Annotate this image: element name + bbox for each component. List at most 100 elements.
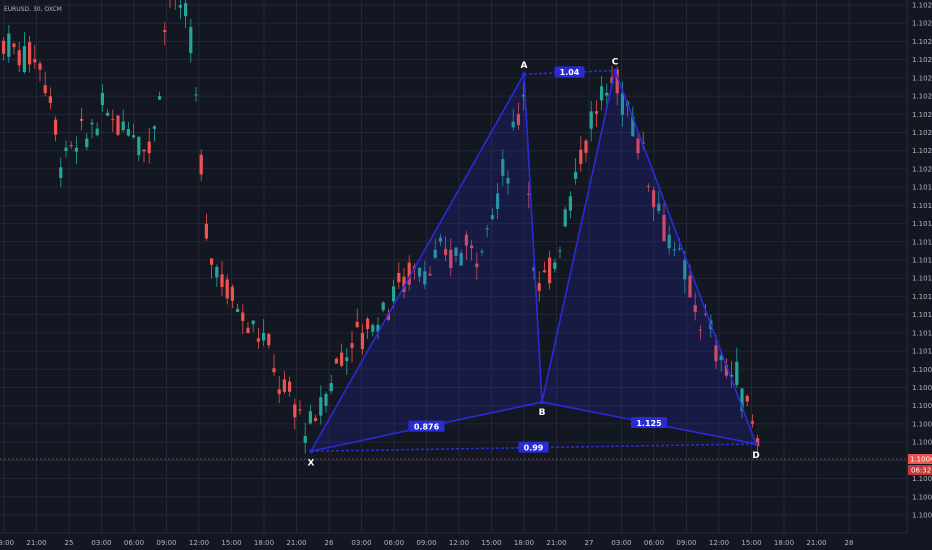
time-tick-label: 12:00 xyxy=(189,539,209,547)
candle-body xyxy=(38,63,42,70)
candle-body xyxy=(558,250,562,252)
candle-body xyxy=(12,43,16,48)
candle-body xyxy=(490,215,494,219)
candle-body xyxy=(428,273,432,276)
candle-body xyxy=(308,411,312,424)
pattern-fill-bcd xyxy=(542,70,756,444)
time-tick-label: 06:00 xyxy=(124,539,144,547)
candle-body xyxy=(111,119,115,121)
price-tick-label: 1.10250 xyxy=(912,74,932,82)
time-tick-label: 18:00 xyxy=(774,539,794,547)
candle-body xyxy=(43,85,47,94)
price-tick-label: 1.10210 xyxy=(912,147,932,155)
candle-body xyxy=(298,409,302,411)
candle-body xyxy=(2,40,6,54)
candle-body xyxy=(724,364,728,376)
price-tick-label: 1.10260 xyxy=(912,56,932,64)
candle-body xyxy=(454,247,458,256)
time-tick-label: 28 xyxy=(845,539,854,547)
candle-body xyxy=(142,149,146,152)
candle-body xyxy=(199,154,203,175)
price-axis[interactable]: 1.10290 1.10280 1.10270 1.10260 1.10250 1.102… xyxy=(912,2,932,520)
last-price-marker: 1.10048 06:32 xyxy=(0,454,932,475)
price-tick-label: 1.10140 xyxy=(912,275,932,283)
price-tick-label: 1.10190 xyxy=(912,184,932,192)
pattern-point-d[interactable] xyxy=(754,441,758,446)
candle-body xyxy=(64,147,68,151)
price-tick-label: 1.10030 xyxy=(912,475,932,483)
candle-body xyxy=(272,368,276,373)
price-tick-label: 1.10010 xyxy=(912,512,932,520)
countdown-badge xyxy=(908,465,932,475)
candle-body xyxy=(449,249,453,268)
time-tick-label: 09:00 xyxy=(156,539,176,547)
candle-body xyxy=(319,397,323,416)
pattern-point-b[interactable] xyxy=(540,400,544,405)
candle-body xyxy=(402,276,406,293)
candle-body xyxy=(386,313,390,320)
candle-body xyxy=(672,249,676,251)
time-tick-label: 12:00 xyxy=(449,539,469,547)
time-tick-label: 15:00 xyxy=(741,539,761,547)
candle-body xyxy=(90,122,94,125)
last-price-badge xyxy=(908,454,932,464)
countdown-value: 06:32 xyxy=(911,467,931,475)
ratio-label: 1.04 xyxy=(560,68,580,77)
price-tick-label: 1.10280 xyxy=(912,20,932,28)
candle-body xyxy=(314,418,318,421)
candle-body xyxy=(54,119,58,135)
candle-body xyxy=(470,245,474,249)
candle-body xyxy=(267,333,271,346)
candle-body xyxy=(657,203,661,212)
price-tick-label: 1.10150 xyxy=(912,257,932,265)
pattern-point-a[interactable] xyxy=(522,72,526,77)
candle-body xyxy=(74,147,78,152)
candle-body xyxy=(631,116,635,137)
pattern-point-c[interactable] xyxy=(613,68,617,73)
candle-body xyxy=(480,251,484,253)
candle-body xyxy=(735,361,739,386)
ratio-label: 1.125 xyxy=(636,419,662,428)
time-tick-label: 06:00 xyxy=(644,539,664,547)
last-price-value: 1.10048 xyxy=(910,456,932,464)
time-tick-label: 15:00 xyxy=(481,539,501,547)
price-tick-label: 1.10120 xyxy=(912,311,932,319)
candle-body xyxy=(116,115,120,135)
candle-body xyxy=(28,42,32,65)
candle-body xyxy=(95,128,99,136)
time-tick-label: 25 xyxy=(65,539,74,547)
candle-body xyxy=(220,274,224,287)
ratio-badge xyxy=(554,66,585,78)
candle-body xyxy=(85,138,89,148)
candle-body xyxy=(683,260,687,280)
price-tick-label: 1.10070 xyxy=(912,402,932,410)
candle-body xyxy=(17,50,21,66)
candle-body xyxy=(329,383,333,392)
ratio-badge xyxy=(518,441,549,453)
price-tick-label: 1.10200 xyxy=(912,165,932,173)
candle-body xyxy=(636,138,640,154)
candle-body xyxy=(745,395,749,402)
pattern-point-label: C xyxy=(612,58,619,68)
price-tick-label: 1.10180 xyxy=(912,202,932,210)
pattern-point-x[interactable] xyxy=(309,449,313,454)
candle-body xyxy=(22,46,26,73)
candle-body xyxy=(293,404,297,418)
candle-body xyxy=(106,112,110,116)
candle-body xyxy=(345,357,349,362)
time-tick-label: 21:00 xyxy=(26,539,46,547)
time-axis[interactable]: 18:00 21:00 25 03:00 06:00 09:00 12:00 15:00 18:… xyxy=(0,539,853,547)
candle-body xyxy=(407,262,411,285)
time-tick-label: 12:00 xyxy=(709,539,729,547)
candle-body xyxy=(158,96,162,100)
harmonic-pattern[interactable]: X A B C D 1.04 0.876 1.125 0.99 xyxy=(308,58,760,469)
candle-body xyxy=(251,320,255,325)
time-tick-label: 09:00 xyxy=(676,539,696,547)
candle-body xyxy=(730,374,734,377)
price-tick-label: 1.10080 xyxy=(912,384,932,392)
leg-bc xyxy=(541,70,616,403)
candle-body xyxy=(33,59,37,63)
candle-body xyxy=(693,305,697,313)
candle-body xyxy=(303,435,307,443)
